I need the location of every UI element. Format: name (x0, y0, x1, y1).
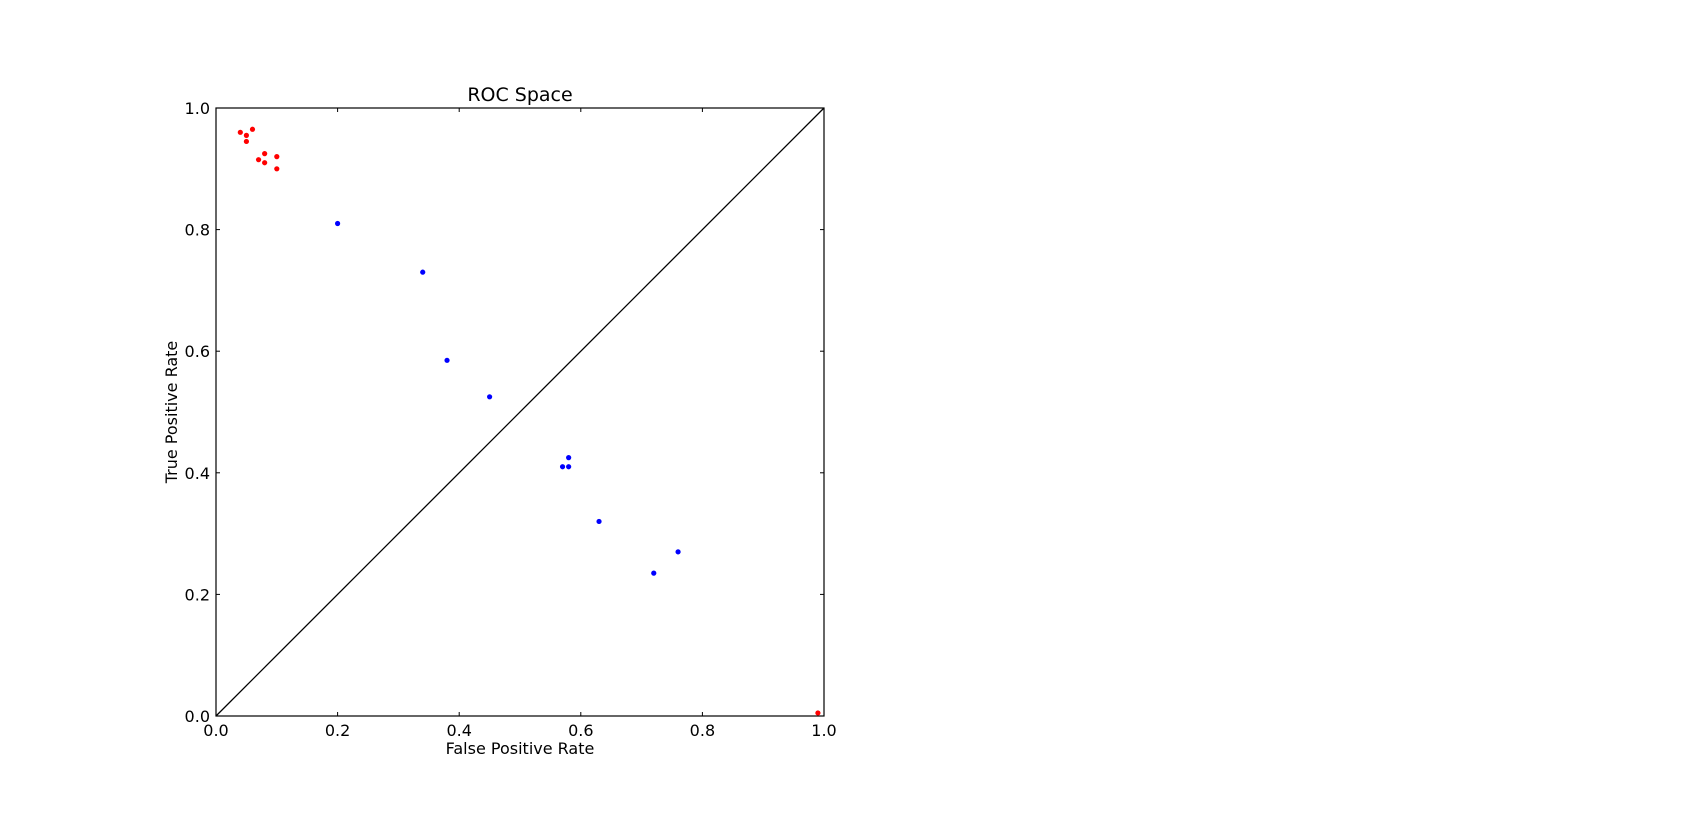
data-point-series-1 (243, 132, 249, 138)
x-tick-label: 1.0 (811, 721, 836, 740)
diagonal-reference-line (215, 107, 825, 717)
y-tick-label: 1.0 (185, 99, 210, 118)
plot-area (215, 107, 825, 717)
y-tick-label: 0.0 (185, 707, 210, 726)
data-points (237, 126, 821, 716)
x-tick-label: 0.2 (325, 721, 350, 740)
y-axis-title: True Positive Rate (162, 341, 181, 485)
x-tick-labels: 0.0 0.2 0.4 0.6 0.8 1.0 (203, 721, 836, 740)
axis-ticks (215, 107, 825, 717)
data-point-series-2 (566, 455, 572, 461)
x-tick-label: 0.4 (446, 721, 471, 740)
x-tick-label: 0.6 (568, 721, 593, 740)
data-point-series-2 (444, 357, 450, 363)
data-point-series-2 (596, 518, 602, 525)
data-point-series-1 (815, 710, 821, 716)
y-tick-labels: 0.0 0.2 0.4 0.6 0.8 1.0 (185, 99, 210, 726)
data-point-series-2 (420, 269, 426, 275)
x-tick-label: 0.8 (690, 721, 715, 740)
data-point-series-1 (262, 151, 268, 157)
data-point-series-1 (237, 129, 243, 135)
data-point-series-1 (249, 126, 256, 132)
y-tick-label: 0.4 (185, 464, 210, 483)
x-tick-label: 0.0 (203, 721, 228, 740)
axes-frame (215, 107, 825, 717)
data-point-series-2 (651, 570, 657, 576)
reference-line-group (215, 107, 825, 717)
data-point-series-1 (274, 166, 280, 172)
data-point-series-2 (487, 394, 493, 400)
data-point-series-2 (566, 464, 572, 470)
y-tick-label: 0.8 (185, 221, 210, 240)
data-point-series-2 (675, 549, 681, 555)
data-point-series-1 (255, 157, 262, 163)
x-axis-title: False Positive Rate (446, 739, 595, 758)
y-tick-label: 0.6 (185, 342, 210, 361)
data-point-series-1 (243, 138, 249, 145)
data-point-series-2 (559, 464, 566, 470)
chart-title: ROC Space (467, 84, 572, 106)
data-point-series-2 (335, 220, 341, 227)
data-point-series-1 (262, 160, 268, 166)
y-tick-label: 0.2 (185, 585, 210, 604)
data-point-series-1 (274, 154, 280, 160)
